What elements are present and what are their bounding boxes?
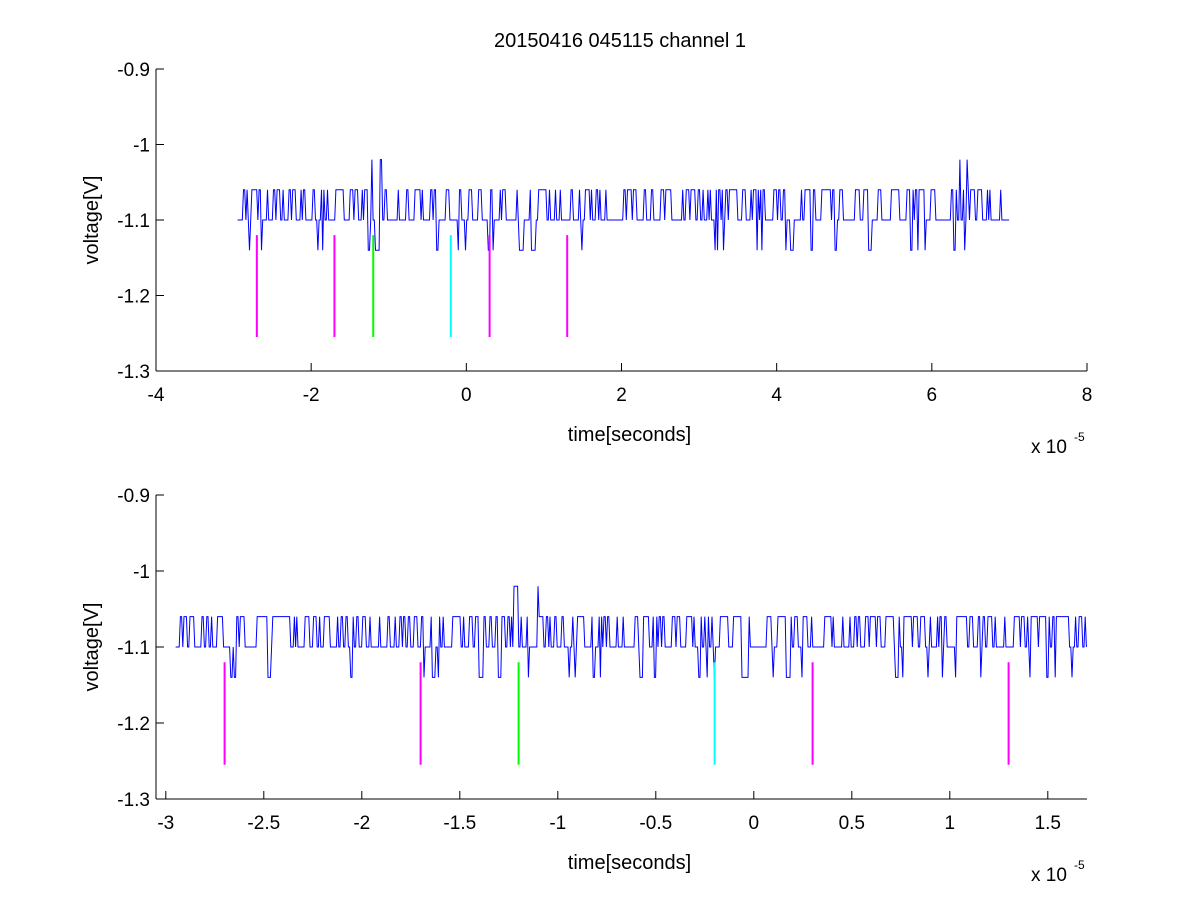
x-tick-label: -1 [549, 813, 566, 834]
x-tick-label: 2 [616, 385, 627, 406]
figure-title: 20150416 045115 channel 1 [494, 30, 746, 52]
bottom-subplot: -3 -2.5 -2 -1.5 -1 -0.5 0 0.5 1 1.5 -0.9 -1 -1.1 -1.2… [81, 486, 1087, 886]
x-axis-label: time[seconds] [568, 424, 691, 446]
x-tick-label: -2.5 [247, 813, 280, 834]
y-tick-label: -1.2 [117, 287, 150, 308]
x-tick-label: 6 [927, 385, 938, 406]
x-tick-label: 1.5 [1035, 813, 1061, 834]
x-tick-label: -3 [157, 813, 174, 834]
x-tick-label: -0.5 [639, 813, 672, 834]
x-axis-label: time[seconds] [568, 852, 691, 874]
x-tick-label: 8 [1082, 385, 1093, 406]
y-tick-label: -1 [133, 562, 150, 583]
x-scale-exponent: -5 [1074, 858, 1085, 872]
x-scale-exponent: -5 [1074, 430, 1085, 444]
x-tick-label: 4 [771, 385, 782, 406]
signal-trace [175, 585, 1087, 678]
x-tick-label: -2 [303, 385, 320, 406]
x-tick-label: 0 [749, 813, 760, 834]
x-scale-label: x 10 [1031, 437, 1067, 458]
x-tick-label: -2 [353, 813, 370, 834]
x-scale-label: x 10 [1031, 865, 1067, 886]
y-tick-label: -1.1 [117, 211, 150, 232]
y-axis-label: voltage[V] [81, 176, 103, 265]
y-tick-label: -0.9 [117, 60, 150, 81]
signal-trace [237, 159, 1010, 251]
y-tick-label: -1.2 [117, 714, 150, 735]
y-tick-label: -1.1 [117, 638, 150, 659]
y-tick-label: -1.3 [117, 790, 150, 811]
top-subplot: -4 -2 0 2 4 6 8 -0.9 -1 -1.1 -1.2 -1.3 time[seconds]… [81, 60, 1092, 458]
y-axis-label: voltage[V] [81, 603, 103, 692]
y-tick-label: -0.9 [117, 486, 150, 507]
y-tick-label: -1 [133, 136, 150, 157]
y-tick-label: -1.3 [117, 362, 150, 383]
x-tick-label: -1.5 [443, 813, 476, 834]
x-tick-label: 0 [461, 385, 472, 406]
x-tick-label: -4 [148, 385, 165, 406]
x-tick-label: 0.5 [839, 813, 865, 834]
x-tick-label: 1 [945, 813, 956, 834]
